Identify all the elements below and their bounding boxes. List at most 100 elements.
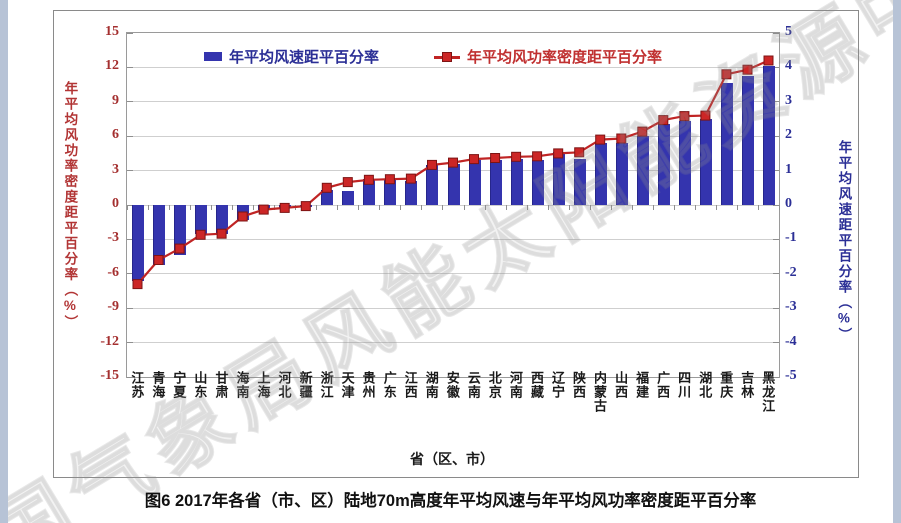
- legend-bar-swatch-icon: [204, 52, 222, 61]
- legend-line-swatch-icon: [434, 51, 460, 62]
- right-tick-label: -2: [785, 264, 797, 280]
- x-label-广西: 广西: [655, 371, 671, 399]
- x-axis-tickmark: [337, 205, 339, 210]
- left-axis-tick-labels: 15 12 9 6 3 0 -3 -6 -9 -12 -15: [77, 24, 119, 383]
- left-axis-tickmark: [127, 376, 133, 378]
- x-axis-tickmark: [400, 205, 402, 210]
- x-label-安徽: 安徽: [444, 371, 460, 399]
- left-tick-label: 3: [112, 161, 119, 177]
- right-axis-tickmark: [773, 307, 779, 309]
- gridline: [127, 135, 779, 137]
- x-label-甘肃: 甘肃: [213, 371, 229, 399]
- bar-浙江: [321, 189, 334, 205]
- left-tick-label: 15: [105, 24, 119, 39]
- bar-黑龙江: [762, 65, 775, 205]
- left-tick-label: 12: [105, 58, 119, 74]
- legend-wind-speed: 年平均风速距平百分率: [204, 46, 379, 67]
- x-label-黑龙江: 黑龙江: [760, 371, 776, 413]
- x-label-贵州: 贵州: [360, 371, 376, 399]
- line-marker-黑龙江: [763, 55, 774, 66]
- line-marker-广东: [384, 174, 395, 185]
- x-label-新疆: 新疆: [297, 371, 313, 399]
- bar-江西: [405, 180, 418, 205]
- right-tick-label: 2: [785, 127, 792, 143]
- line-marker-江西: [405, 173, 416, 184]
- x-label-上海: 上海: [255, 371, 271, 399]
- bar-重庆: [720, 82, 733, 205]
- x-label-西藏: 西藏: [528, 371, 544, 399]
- x-label-湖北: 湖北: [697, 371, 713, 399]
- bar-吉林: [741, 76, 754, 205]
- bar-宁夏: [174, 205, 187, 255]
- left-axis-tickmark: [127, 342, 133, 344]
- line-marker-福建: [637, 126, 648, 137]
- bar-山东: [195, 205, 208, 235]
- line-marker-西藏: [532, 151, 543, 162]
- x-axis-tickmark: [568, 205, 570, 210]
- x-label-广东: 广东: [381, 371, 397, 399]
- x-axis-tickmark: [631, 205, 633, 210]
- x-label-吉林: 吉林: [739, 371, 755, 399]
- line-marker-新疆: [300, 201, 311, 212]
- x-label-四川: 四川: [676, 371, 692, 399]
- line-marker-青海: [153, 255, 164, 265]
- x-axis-tickmark: [211, 205, 213, 210]
- bar-安徽: [447, 163, 460, 205]
- x-axis-tickmark: [463, 205, 465, 210]
- x-axis-labels: 江苏 青海 宁夏 山东 甘肃 海南 上海 河北 新疆 浙江 天津 贵州 广东 江西 湖南 安徽 云南 北京 河南 西藏…: [126, 371, 778, 423]
- x-axis-tickmark: [421, 205, 423, 210]
- gridline: [127, 238, 779, 240]
- line-marker-山西: [616, 133, 627, 144]
- x-label-河北: 河北: [276, 371, 292, 399]
- x-axis-tickmark: [148, 205, 150, 210]
- bar-甘肃: [216, 205, 229, 235]
- right-axis-tickmark: [773, 204, 779, 206]
- x-axis-tickmark: [253, 205, 255, 210]
- line-marker-浙江: [321, 182, 332, 193]
- right-axis-tickmark: [773, 376, 779, 378]
- line-marker-陕西: [574, 147, 585, 158]
- right-axis-title: 年平均风速距平百分率（%）: [836, 139, 852, 343]
- x-label-浙江: 浙江: [318, 371, 334, 399]
- left-axis-title: 年平均风功率密度距平百分率（%）: [62, 81, 78, 331]
- x-axis-tickmark: [358, 205, 360, 210]
- right-tick-label: 3: [785, 92, 792, 108]
- bar-江苏: [132, 205, 145, 281]
- gridline: [127, 101, 779, 103]
- line-marker-湖北: [700, 110, 711, 121]
- left-tick-label: 9: [112, 92, 119, 108]
- right-tick-label: 4: [785, 58, 792, 74]
- x-axis-tickmark: [442, 205, 444, 210]
- gridline: [127, 342, 779, 344]
- gridline: [127, 66, 779, 68]
- x-label-北京: 北京: [486, 371, 502, 399]
- line-marker-上海: [258, 204, 269, 215]
- left-axis-tickmark: [127, 101, 133, 103]
- line-marker-广西: [658, 115, 669, 126]
- left-axis-tickmark: [127, 170, 133, 172]
- bar-云南: [468, 160, 481, 205]
- x-label-重庆: 重庆: [718, 371, 734, 399]
- x-axis-tickmark: [673, 205, 675, 210]
- x-axis-tickmark: [757, 205, 759, 210]
- x-axis-tickmark: [316, 205, 318, 210]
- x-label-青海: 青海: [150, 371, 166, 399]
- x-axis-tickmark: [190, 205, 192, 210]
- line-marker-宁夏: [174, 243, 185, 254]
- bar-西藏: [531, 160, 544, 205]
- left-tick-label: -15: [100, 368, 119, 383]
- right-axis-tick-labels: 5 4 3 2 1 0 -1 -2 -3 -4 -5: [785, 24, 821, 383]
- right-axis-tickmark: [773, 135, 779, 137]
- wind-power-density-line: [132, 55, 774, 290]
- bar-广西: [657, 124, 670, 205]
- x-axis-tickmark: [694, 205, 696, 210]
- x-label-福建: 福建: [634, 371, 650, 399]
- x-label-天津: 天津: [339, 371, 355, 399]
- chart-figure: 年平均风速距平百分率 年平均风功率密度距平百分率 年平均风功率密度距平百分率（%…: [53, 10, 859, 478]
- legend-line-marker: [442, 51, 452, 62]
- right-axis-tickmark: [773, 238, 779, 240]
- x-axis-tickmark: [505, 205, 507, 210]
- line-marker-北京: [490, 153, 501, 163]
- bar-湖南: [426, 165, 439, 205]
